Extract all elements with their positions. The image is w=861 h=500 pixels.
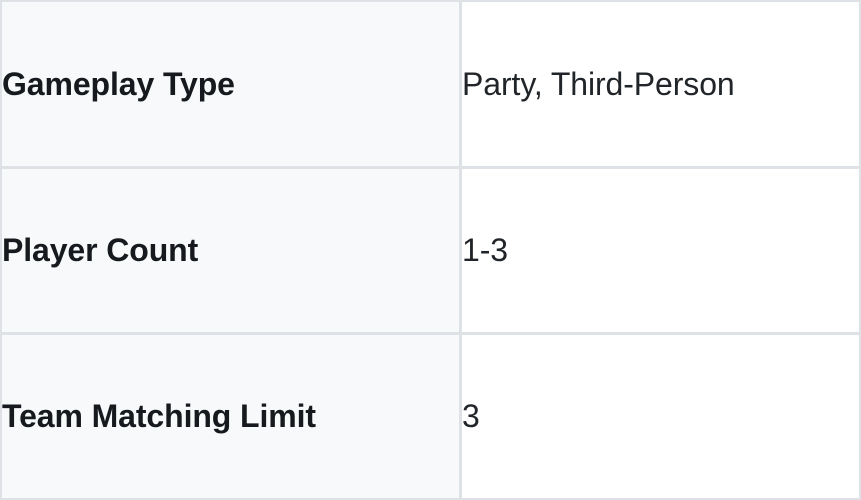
row-value-player-count: 1-3 [460,167,860,335]
row-label-gameplay-type: Gameplay Type [1,1,463,169]
row-label-player-count: Player Count [1,167,463,335]
table-row: Player Count 1-3 [1,167,860,335]
table-row: Team Matching Limit 3 [1,333,860,499]
table-row: Gameplay Type Party, Third-Person [1,1,860,169]
row-label-team-matching-limit: Team Matching Limit [1,333,463,499]
row-value-team-matching-limit: 3 [460,333,860,499]
row-value-gameplay-type: Party, Third-Person [460,1,860,169]
